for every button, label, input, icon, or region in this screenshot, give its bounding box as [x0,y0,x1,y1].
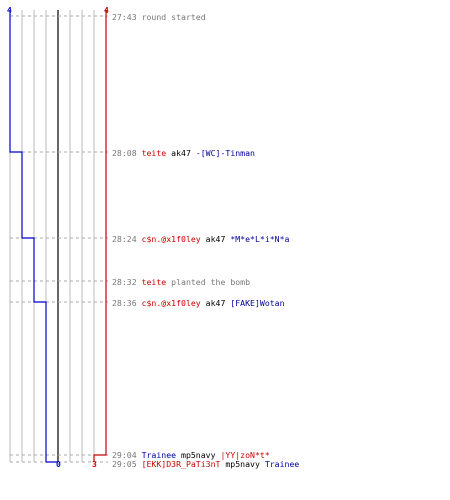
event-time: 29:05 [112,459,142,469]
red-start-count: 4 [104,6,109,15]
player-name: c$n.@x1f0ley [141,234,201,244]
player-name: teite [141,277,167,287]
player-name: Trainee [264,459,300,469]
event-time: 28:36 [112,298,142,308]
event-text: round started [141,12,206,22]
event-row: 28:32 teite planted the bomb [112,277,250,287]
event-row: 28:36 c$n.@x1f0ley ak47 [FAKE]Wotan [112,298,285,308]
event-row: 28:08 teite ak47 -[WC]-Tinman [112,148,255,158]
event-row: 28:24 c$n.@x1f0ley ak47 *M*e*L*i*N*a [112,234,289,244]
event-weapon: ak47 [200,298,231,308]
blue-start-count: 4 [7,6,12,15]
player-name: c$n.@x1f0ley [141,298,201,308]
player-name: |YY|zoN*t* [220,450,270,460]
red-end-count: 3 [92,460,97,469]
event-weapon: mp5navy [220,459,265,469]
player-name: [EKK]D3R_PaTi3nT [141,459,221,469]
event-weapon: mp5navy [176,450,221,460]
event-weapon: ak47 [200,234,231,244]
blue-team-line [9,10,58,463]
event-row: 29:04 Trainee mp5navy |YY|zoN*t* [112,450,270,460]
event-time: 28:24 [112,234,142,244]
player-name: Trainee [141,450,177,460]
event-weapon: ak47 [166,148,196,158]
player-name: teite [141,148,167,158]
event-time: 29:04 [112,450,142,460]
event-time: 28:32 [112,277,142,287]
event-row: 27:43 round started [112,12,206,22]
player-name: *M*e*L*i*N*a [230,234,290,244]
player-name: [FAKE]Wotan [230,298,285,308]
event-row: 29:05 [EKK]D3R_PaTi3nT mp5navy Trainee [112,459,299,469]
event-text: planted the bomb [166,277,251,287]
player-name: -[WC]-Tinman [195,148,255,158]
event-time: 28:08 [112,148,142,158]
blue-end-count: 0 [56,460,61,469]
event-time: 27:43 [112,12,142,22]
red-team-line [93,10,107,462]
